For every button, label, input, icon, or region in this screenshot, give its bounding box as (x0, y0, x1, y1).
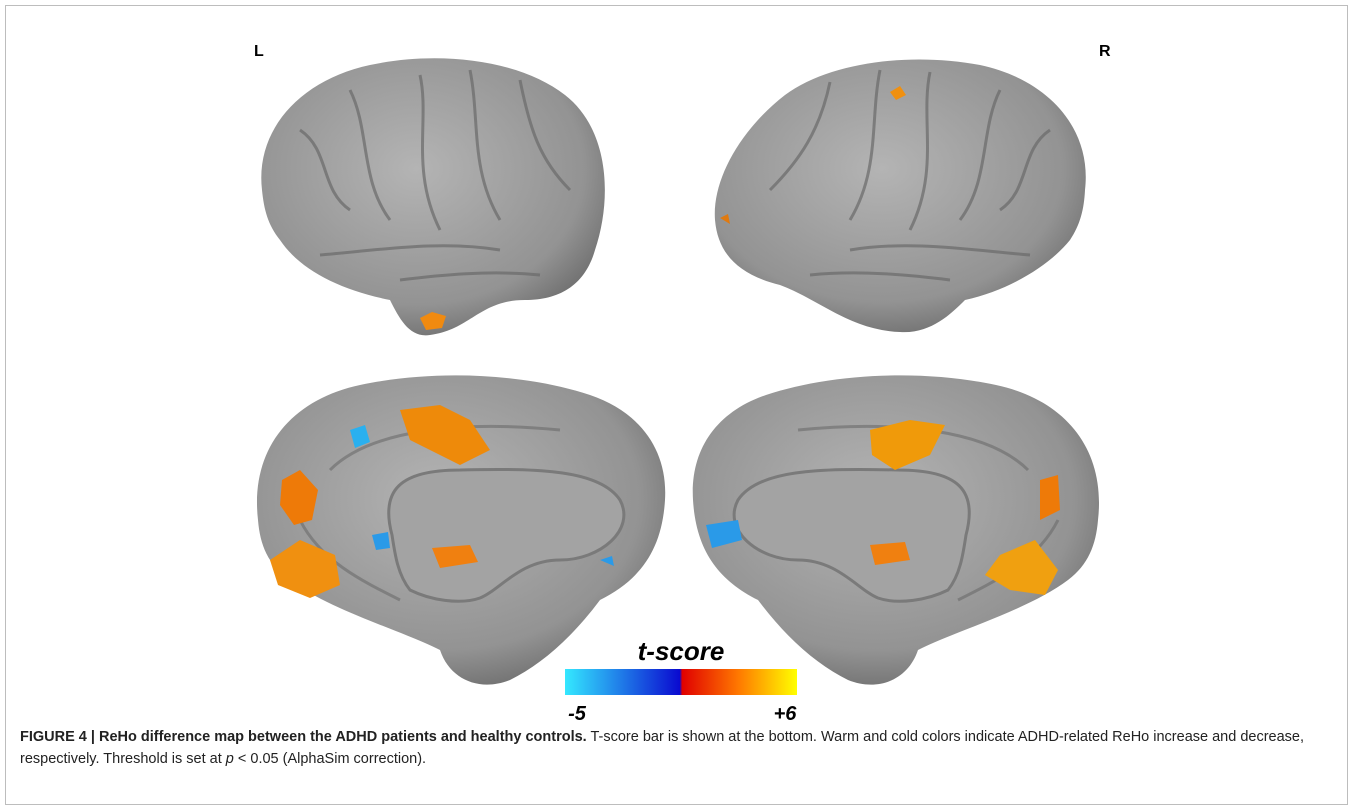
caption-text: < 0.05 (AlphaSim correction). (237, 751, 427, 767)
colorbar-max-label: +6 (774, 703, 798, 725)
caption: FIGURE 4 | ReHo difference map between t… (20, 726, 1330, 770)
colorbar-title: t-score (638, 636, 725, 666)
brain-medial-left (256, 375, 666, 685)
brain-lateral-left (261, 58, 605, 336)
hemisphere-label: L (254, 43, 264, 60)
caption-text: T-score bar is shown at the bottom. Warm… (20, 729, 1305, 767)
brain-lateral-right (714, 59, 1086, 333)
caption-italic: p (225, 751, 234, 767)
figure-frame (5, 5, 1348, 805)
caption-title: FIGURE 4 | ReHo difference map between t… (20, 729, 587, 745)
brain-medial-right (692, 375, 1100, 685)
figure: L R (254, 43, 1111, 725)
colorbar-min-label: -5 (568, 703, 587, 725)
hemisphere-label: R (1099, 43, 1111, 60)
colorbar (565, 669, 797, 695)
